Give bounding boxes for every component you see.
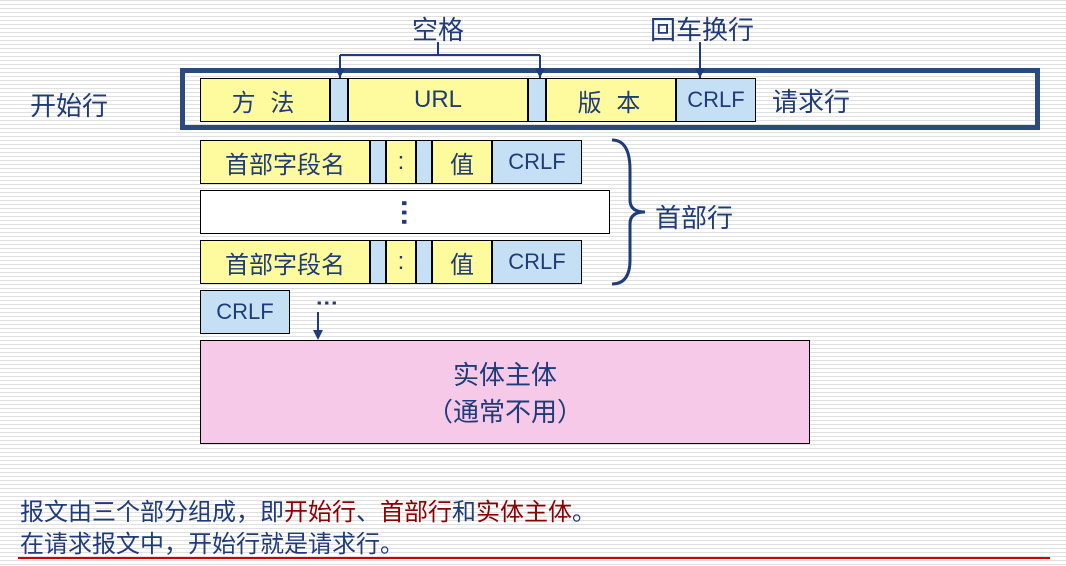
method-box: 方 法: [200, 78, 330, 122]
body-line1: 实体主体: [453, 355, 557, 392]
value-1: 值: [432, 140, 492, 184]
crlf-h2: CRLF: [492, 240, 582, 284]
colon-1: :: [386, 140, 416, 184]
request-line-row: 方 法 URL 版 本 CRLF 请求行: [200, 78, 850, 122]
gap2: [528, 78, 546, 122]
gap-h2b: [416, 240, 432, 284]
footer-startline: 开始行: [284, 499, 356, 526]
footer-line-1: 报文由三个部分组成，即开始行、首部行和实体主体。: [20, 492, 596, 527]
gap-h1b: [416, 140, 432, 184]
footer-sep1: 、: [356, 499, 380, 526]
crlf-box-1: CRLF: [676, 78, 756, 122]
label-headers: 首部行: [655, 198, 733, 235]
gap-h2a: [370, 240, 386, 284]
body-line2: （通常不用）: [427, 392, 583, 429]
colon-2: :: [386, 240, 416, 284]
header-row-2: 首部字段名 : 值 CRLF: [200, 240, 582, 284]
field-name-1: 首部字段名: [200, 140, 370, 184]
header-row-1: 首部字段名 : 值 CRLF: [200, 140, 582, 184]
label-start-line: 开始行: [30, 86, 108, 123]
version-box: 版 本: [546, 78, 676, 122]
blank-crlf-box: CRLF: [200, 290, 290, 334]
ellipsis-row: ⋯: [200, 190, 610, 234]
footer-sep2: 和: [452, 499, 476, 526]
footer-headerline: 首部行: [380, 499, 452, 526]
value-2: 值: [432, 240, 492, 284]
gap1: [330, 78, 348, 122]
url-box: URL: [348, 78, 528, 122]
arrow-dots: ⋮: [314, 292, 340, 314]
field-name-2: 首部字段名: [200, 240, 370, 284]
request-line-label: 请求行: [772, 78, 850, 122]
footer-prefix: 报文由三个部分组成，即: [20, 499, 284, 526]
footer-body: 实体主体: [476, 499, 572, 526]
label-crlf: 回车换行: [650, 10, 754, 47]
body-box: 实体主体 （通常不用）: [200, 340, 810, 444]
gap-h1a: [370, 140, 386, 184]
footer-line-2: 在请求报文中，开始行就是请求行。: [20, 524, 404, 559]
crlf-h1: CRLF: [492, 140, 582, 184]
label-space: 空格: [412, 10, 464, 47]
footer-period: 。: [572, 499, 596, 526]
